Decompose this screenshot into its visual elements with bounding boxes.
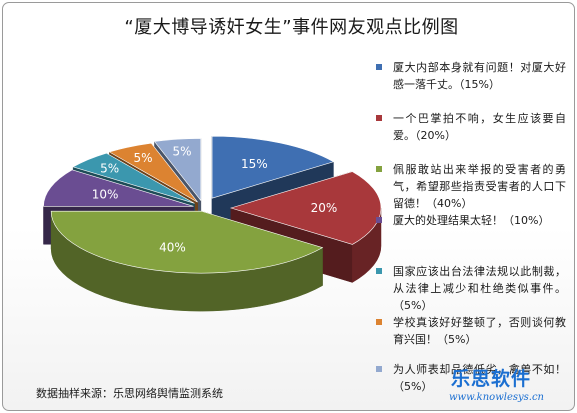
legend-label: 为人师表却品德低劣，禽兽不如！（5%） [393,363,566,393]
data-label-3: 10% [92,187,119,201]
legend-item: 为人师表却品德低劣，禽兽不如！（5%） [376,361,566,395]
pie-tops [43,135,382,274]
data-label-2: 40% [159,241,186,255]
legend-label: 佩服敢站出来举报的受害者的勇气，希望那些指责受害者的人口下留德！（40%） [393,163,566,210]
pie-slice-0 [211,135,335,199]
pie-slice-6 [153,138,202,202]
data-label-1: 20% [311,201,338,215]
data-label-0: 15% [241,157,268,171]
pie-slice-1 [229,171,382,245]
watermark-url: www.knowlesys.cn [449,392,544,403]
data-label-5: 5% [134,151,153,165]
legend-swatch [376,319,382,325]
legend-swatch [376,64,382,70]
data-label-4: 5% [100,161,119,175]
pie-slice-2 [50,210,324,274]
legend-item: 学校真该好好整顿了，否则谈何教育兴国！（5%） [376,314,566,348]
legend-item: 厦大内部本身就有问题！对厦大好感一落千丈。（15%） [376,59,566,93]
pie-slice-3 [43,169,194,207]
legend-label: 国家应该出台法律法规以此制裁，从法律上减少和杜绝类似事件。（5%） [393,265,566,312]
pie-labels: 15% 20% 40% 10% 5% 5% 5% [92,144,338,254]
watermark-name: 乐思软件 [451,368,532,390]
legend-swatch [376,217,382,223]
legend-label: 学校真该好好整顿了，否则谈何教育兴国！（5%） [393,316,566,346]
chart-title: “厦大博导诱奸女生”事件网友观点比例图 [124,17,459,38]
legend-item: 国家应该出台法律法规以此制裁，从法律上减少和杜绝类似事件。（5%） [376,263,566,314]
pie-slice-4 [72,152,195,204]
legend-item: 一个巴掌拍不响，女生应该要自爱。（20%） [376,110,566,144]
legend-item: 厦大的处理结果太轻！（10%） [376,212,566,229]
legend-swatch [376,268,382,274]
data-label-6: 5% [173,144,192,158]
legend-item: 佩服敢站出来举报的受害者的勇气，希望那些指责受害者的人口下留德！（40%） [376,161,566,212]
pie-chart: 15% 20% 40% 10% 5% 5% 5% [43,135,382,312]
source-note: 数据抽样来源：乐思网络舆情监测系统 [36,387,223,400]
legend-swatch [376,366,382,372]
pie-slice-5 [108,142,198,203]
legend-label: 一个巴掌拍不响，女生应该要自爱。（20%） [393,112,566,142]
legend-label: 厦大的处理结果太轻！（10%） [393,214,550,227]
legend-swatch [376,166,382,172]
legend-label: 厦大内部本身就有问题！对厦大好感一落千丈。（15%） [393,61,566,91]
legend-swatch [376,115,382,121]
